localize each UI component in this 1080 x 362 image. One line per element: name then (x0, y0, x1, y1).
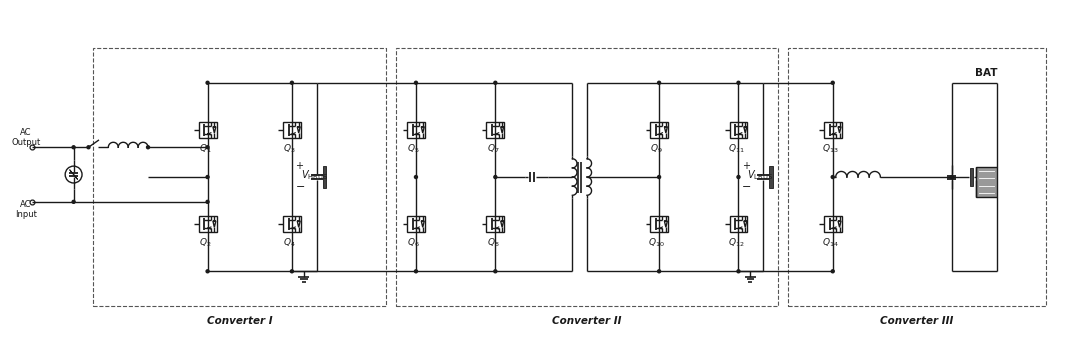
Bar (199, 216, 216, 232)
Text: $Q_{10}$: $Q_{10}$ (648, 236, 665, 249)
Text: $Q_1$: $Q_1$ (199, 142, 212, 155)
Circle shape (87, 146, 90, 149)
Bar (323, 166, 326, 188)
Text: +: + (742, 161, 750, 171)
Bar (729, 122, 747, 138)
Text: $Q_{12}$: $Q_{12}$ (728, 236, 744, 249)
Text: +: + (296, 161, 303, 171)
Bar (788, 48, 1047, 306)
Circle shape (737, 270, 740, 273)
Text: Converter I: Converter I (207, 316, 272, 326)
Bar (486, 216, 504, 232)
Circle shape (737, 81, 740, 84)
Circle shape (415, 81, 418, 84)
Bar (396, 48, 779, 306)
Circle shape (658, 176, 661, 178)
Bar (824, 122, 841, 138)
Circle shape (658, 81, 661, 84)
Bar (199, 122, 216, 138)
Bar (650, 216, 669, 232)
Text: $Q_8$: $Q_8$ (487, 236, 499, 249)
Bar (824, 216, 841, 232)
Bar (975, 167, 998, 197)
Circle shape (950, 176, 954, 178)
Circle shape (147, 146, 149, 149)
Circle shape (494, 270, 497, 273)
Text: $Q_3$: $Q_3$ (283, 142, 296, 155)
Circle shape (291, 81, 294, 84)
Text: $Q_{14}$: $Q_{14}$ (822, 236, 839, 249)
Circle shape (206, 146, 210, 149)
Bar (407, 122, 424, 138)
Text: $Q_{13}$: $Q_{13}$ (822, 142, 838, 155)
Text: $Q_9$: $Q_9$ (650, 142, 663, 155)
Circle shape (206, 200, 210, 203)
Text: $Q_5$: $Q_5$ (407, 142, 420, 155)
Text: −: − (742, 182, 752, 192)
Circle shape (832, 270, 834, 273)
Circle shape (72, 200, 76, 203)
Bar (486, 122, 504, 138)
Bar (283, 122, 301, 138)
Circle shape (206, 176, 210, 178)
Circle shape (832, 176, 834, 178)
Circle shape (415, 176, 418, 178)
Bar (970, 168, 973, 186)
Circle shape (494, 176, 497, 178)
Circle shape (72, 146, 76, 149)
Text: $Q_6$: $Q_6$ (407, 236, 420, 249)
Text: $V_{\mathrm{HBUS}}$: $V_{\mathrm{HBUS}}$ (301, 169, 328, 182)
Text: $Q_4$: $Q_4$ (283, 236, 296, 249)
Text: Converter III: Converter III (880, 316, 954, 326)
Text: AC
Input: AC Input (15, 200, 37, 219)
Text: BAT: BAT (975, 68, 998, 78)
Circle shape (206, 81, 210, 84)
Bar (650, 122, 669, 138)
Text: $Q_{11}$: $Q_{11}$ (728, 142, 744, 155)
Text: −: − (296, 182, 305, 192)
Circle shape (737, 176, 740, 178)
Bar (407, 216, 424, 232)
Text: Converter II: Converter II (552, 316, 622, 326)
Circle shape (206, 270, 210, 273)
Text: AC
Output: AC Output (12, 128, 41, 147)
Circle shape (291, 270, 294, 273)
Text: $Q_7$: $Q_7$ (487, 142, 499, 155)
Text: $V_{\mathrm{LBUS}}$: $V_{\mathrm{LBUS}}$ (747, 169, 773, 182)
Circle shape (832, 81, 834, 84)
Circle shape (415, 270, 418, 273)
Circle shape (658, 270, 661, 273)
Bar (769, 166, 773, 188)
Bar (729, 216, 747, 232)
Bar (283, 216, 301, 232)
Bar (94, 48, 387, 306)
Text: $Q_2$: $Q_2$ (199, 236, 212, 249)
Circle shape (494, 81, 497, 84)
